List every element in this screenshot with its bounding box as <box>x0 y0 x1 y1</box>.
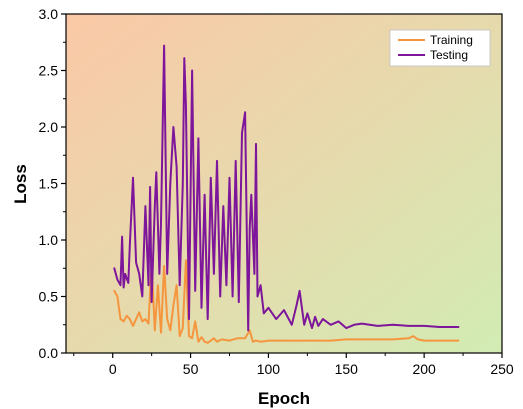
x-tick-label: 0 <box>109 361 117 377</box>
series-line-testing <box>113 44 460 332</box>
y-tick-label: 2.5 <box>39 63 59 79</box>
legend-label-testing: Testing <box>430 48 468 62</box>
legend-label-training: Training <box>430 33 473 47</box>
series-line-training <box>113 259 460 344</box>
y-tick-label: 2.0 <box>39 119 59 135</box>
y-tick-label: 0.5 <box>39 289 59 305</box>
y-tick-label: 3.0 <box>39 6 59 22</box>
x-tick-label: 150 <box>335 361 359 377</box>
legend-box <box>389 29 491 67</box>
y-tick-label: 0.0 <box>39 345 59 361</box>
y-tick-label: 1.0 <box>39 232 59 248</box>
y-axis-title: Loss <box>11 164 30 204</box>
x-tick-label: 250 <box>490 361 514 377</box>
x-tick-label: 200 <box>412 361 436 377</box>
x-axis: 0 50 100 150 200 250 <box>73 353 514 377</box>
plot-background <box>66 14 502 353</box>
series-layer <box>113 44 460 344</box>
y-tick-label: 1.5 <box>39 176 59 192</box>
x-tick-label: 50 <box>183 361 199 377</box>
x-axis-title: Epoch <box>258 389 310 408</box>
y-axis: 0.0 0.5 1.0 1.5 2.0 2.5 3.0 <box>39 6 66 361</box>
x-tick-label: 100 <box>257 361 281 377</box>
